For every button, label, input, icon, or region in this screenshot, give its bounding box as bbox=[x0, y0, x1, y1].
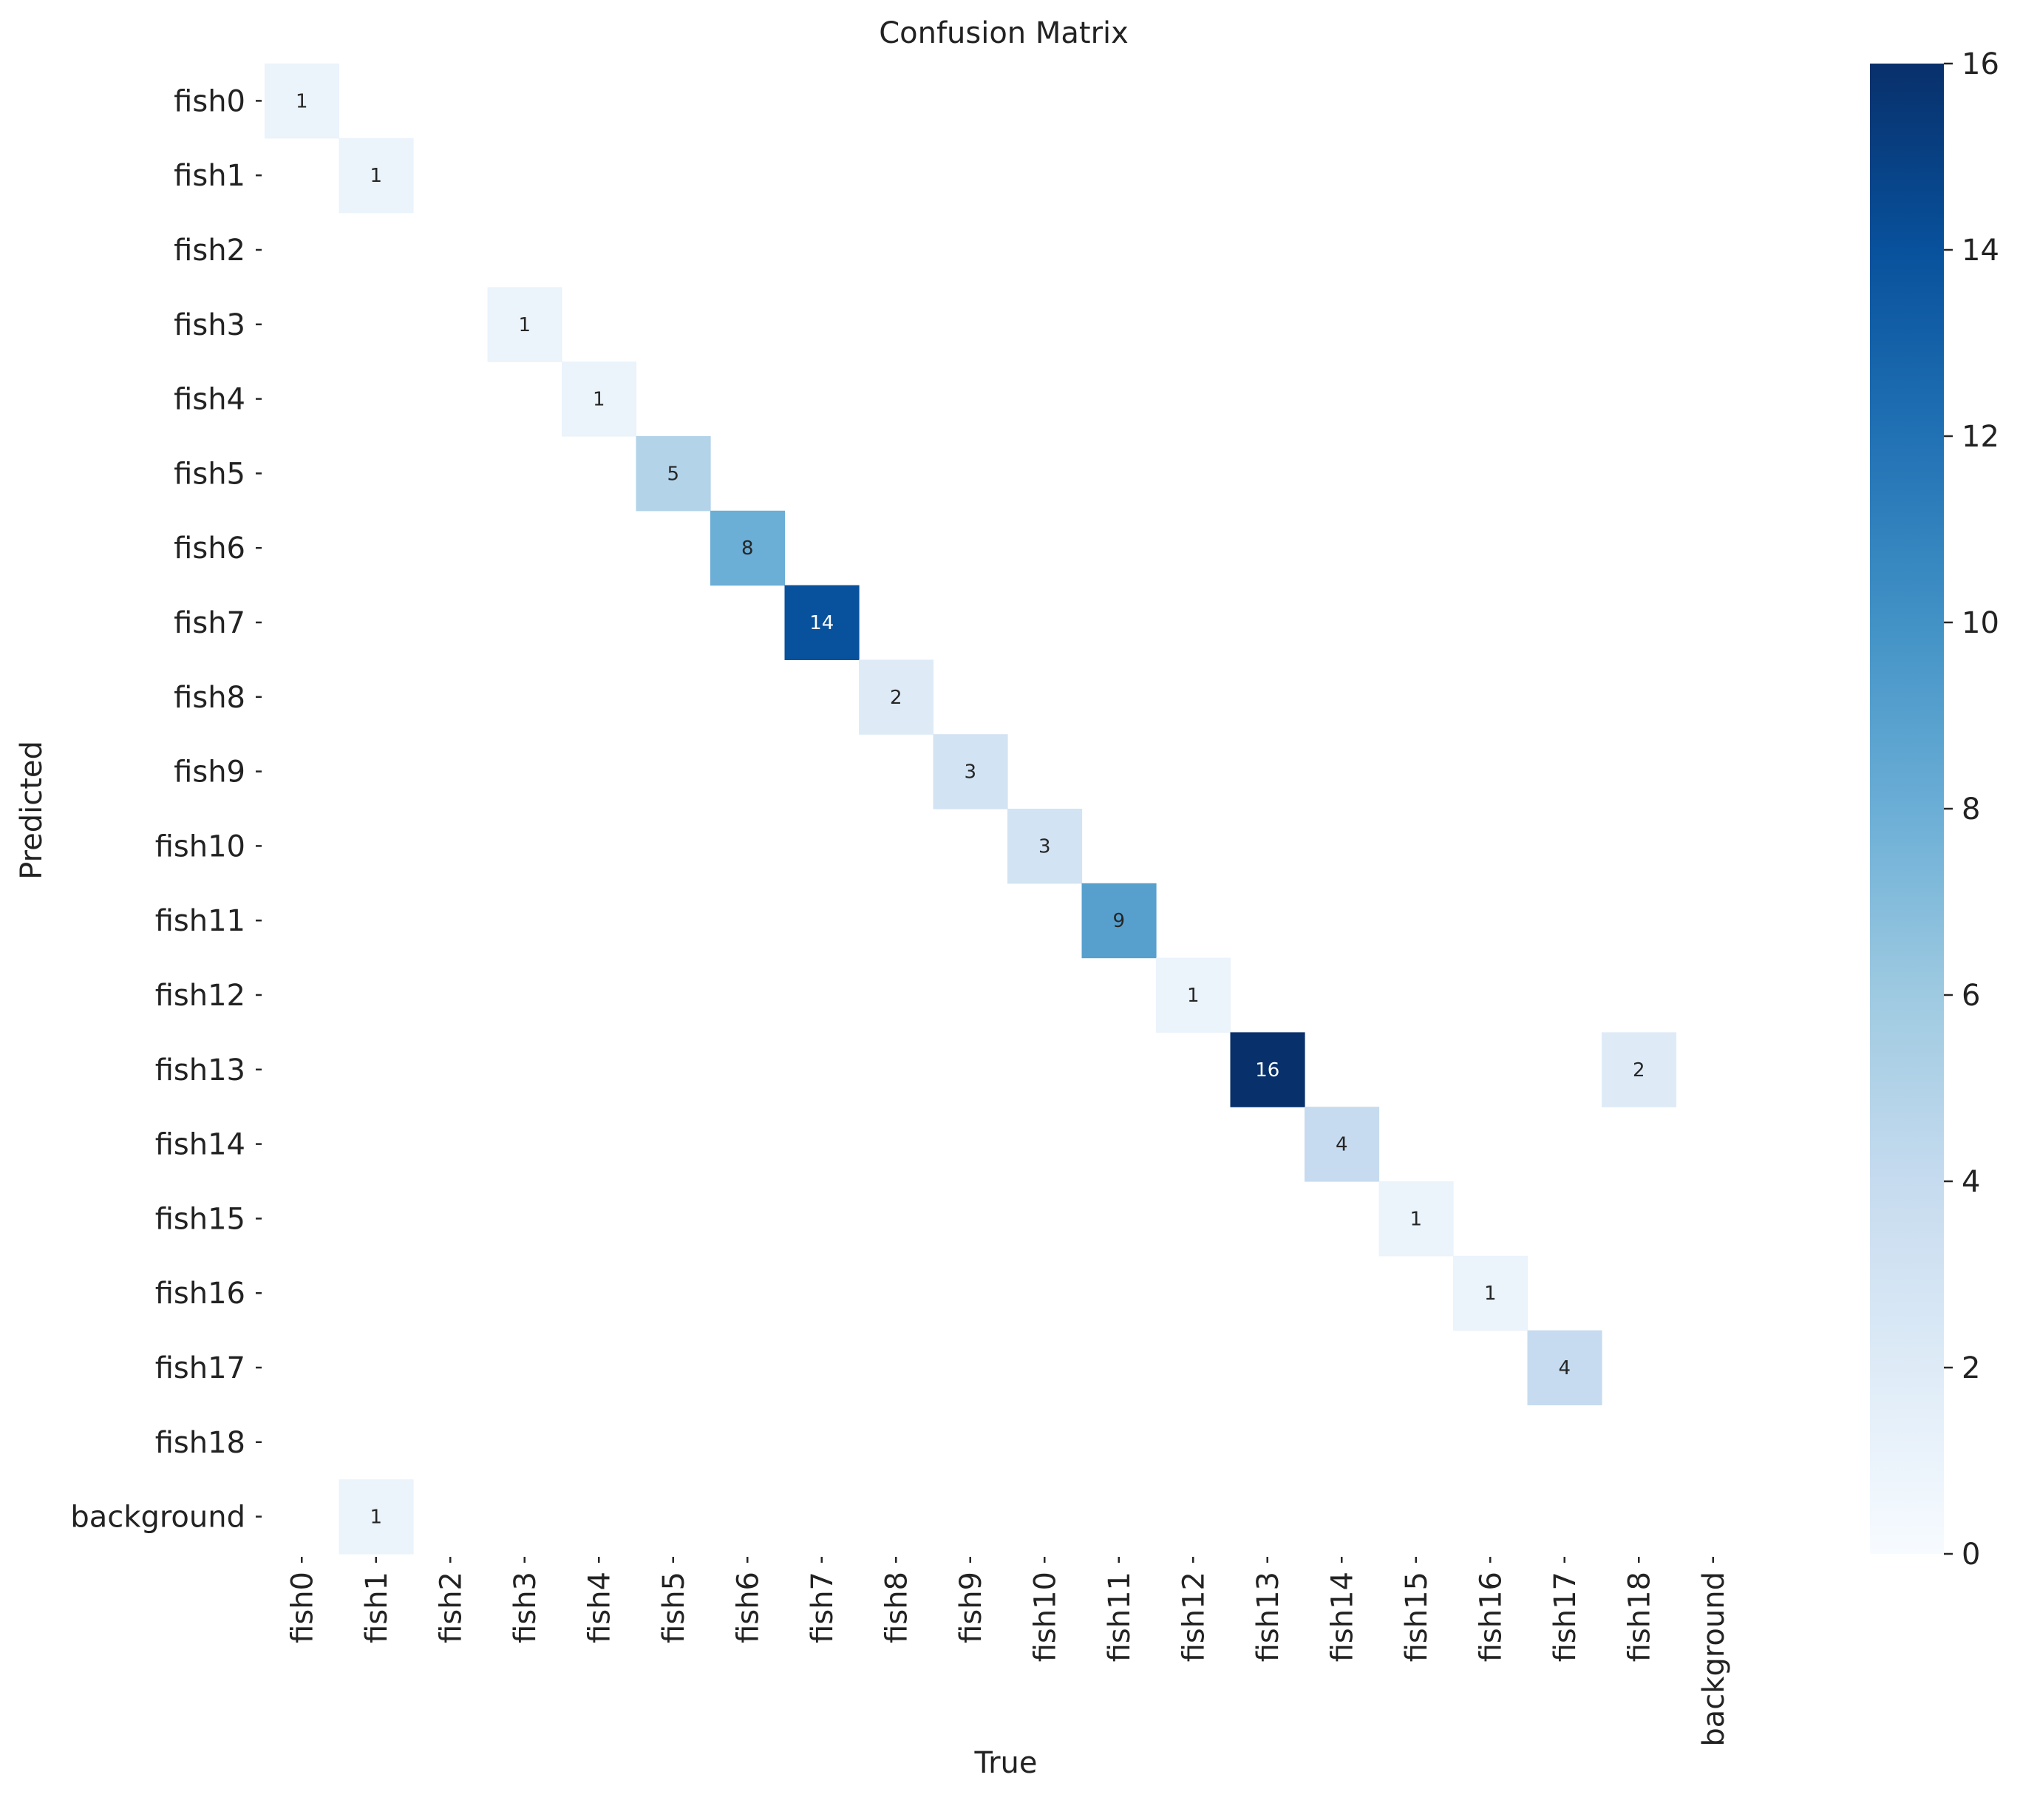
heatmap-cell bbox=[562, 361, 637, 437]
colorbar bbox=[1870, 64, 1944, 1554]
x-tick-label: fish18 bbox=[1622, 1572, 1656, 1662]
y-axis-label: Predicted bbox=[15, 741, 49, 880]
colorbar-tick-label: 10 bbox=[1962, 606, 1999, 640]
y-tick-label: background bbox=[70, 1501, 245, 1535]
x-tick-label: fish14 bbox=[1325, 1572, 1359, 1662]
cell-value-label: 4 bbox=[1558, 1357, 1571, 1379]
x-tick-label: fish6 bbox=[731, 1572, 765, 1643]
heatmap-cells bbox=[265, 64, 1677, 1555]
heatmap-cell bbox=[1602, 1032, 1677, 1107]
heatmap-cell bbox=[636, 436, 711, 512]
x-tick-label: fish11 bbox=[1103, 1572, 1137, 1662]
heatmap-cell bbox=[784, 585, 860, 660]
chart-title: Confusion Matrix bbox=[879, 16, 1129, 50]
y-tick-label: fish17 bbox=[155, 1351, 245, 1385]
heatmap-cell bbox=[1230, 1032, 1305, 1107]
y-tick-label: fish13 bbox=[155, 1053, 245, 1087]
x-tick-label: fish4 bbox=[582, 1572, 616, 1643]
colorbar-tick-label: 8 bbox=[1962, 792, 1980, 826]
x-tick-label: fish7 bbox=[806, 1572, 840, 1643]
x-tick-label: fish3 bbox=[509, 1572, 543, 1643]
heatmap-cell bbox=[1453, 1255, 1528, 1331]
cell-value-label: 14 bbox=[809, 612, 834, 634]
colorbar-tick-label: 12 bbox=[1962, 420, 1999, 454]
heatmap-cell bbox=[859, 659, 934, 735]
x-tick-label: fish8 bbox=[880, 1572, 914, 1643]
y-tick-label: fish9 bbox=[174, 755, 245, 790]
cell-value-label: 1 bbox=[593, 389, 605, 411]
cell-value-label: 2 bbox=[1633, 1059, 1645, 1082]
y-tick-label: fish1 bbox=[174, 159, 245, 193]
y-tick-label: fish2 bbox=[174, 234, 245, 268]
heatmap-cell bbox=[1305, 1107, 1380, 1182]
cell-value-label: 9 bbox=[1112, 910, 1125, 932]
y-tick-label: fish11 bbox=[155, 904, 245, 938]
colorbar-tick-label: 0 bbox=[1962, 1538, 1980, 1572]
heatmap-cell bbox=[339, 137, 414, 214]
cell-value-label: 5 bbox=[667, 463, 679, 485]
colorbar-ticks: 0 2 4 6 8 10 12 14 16 bbox=[1944, 47, 1999, 1572]
heatmap-cell bbox=[1156, 957, 1231, 1033]
cell-value-label: 8 bbox=[741, 537, 754, 560]
cell-value-label: 4 bbox=[1336, 1134, 1348, 1156]
cell-value-label: 16 bbox=[1255, 1059, 1279, 1082]
cell-value-label: 1 bbox=[1409, 1208, 1422, 1230]
x-tick-label: fish0 bbox=[285, 1572, 319, 1643]
heatmap-cell bbox=[1378, 1181, 1454, 1257]
heatmap-cell bbox=[1007, 809, 1083, 884]
y-tick-label: fish4 bbox=[174, 383, 245, 417]
x-tick-label: fish17 bbox=[1548, 1572, 1582, 1662]
colorbar-tick-label: 6 bbox=[1962, 979, 1980, 1013]
cell-value-label: 1 bbox=[370, 165, 382, 187]
colorbar-tick-label: 4 bbox=[1962, 1165, 1980, 1199]
x-axis-label: True bbox=[974, 1746, 1038, 1780]
colorbar-tick-label: 14 bbox=[1962, 234, 1999, 268]
heatmap-cell bbox=[710, 510, 786, 586]
y-tick-label: fish18 bbox=[155, 1426, 245, 1460]
y-tick-label: fish7 bbox=[174, 606, 245, 640]
y-tick-label: fish12 bbox=[155, 979, 245, 1013]
y-tick-label: fish16 bbox=[155, 1277, 245, 1311]
colorbar-tick-label: 2 bbox=[1962, 1351, 1980, 1385]
y-tick-label: fish0 bbox=[174, 84, 245, 118]
cell-value-label: 3 bbox=[1038, 835, 1051, 858]
cell-value-label: 1 bbox=[296, 90, 308, 112]
x-tick-label: fish9 bbox=[954, 1572, 988, 1643]
heatmap-cell bbox=[933, 734, 1008, 809]
x-tick-label: fish12 bbox=[1177, 1572, 1211, 1662]
x-tick-label: fish1 bbox=[360, 1572, 394, 1643]
cell-value-label: 1 bbox=[370, 1507, 382, 1529]
cell-value-label: 3 bbox=[964, 761, 976, 784]
heatmap-cell bbox=[487, 287, 562, 362]
cell-value-label: 1 bbox=[1187, 985, 1200, 1007]
heatmap-cell bbox=[339, 1479, 414, 1555]
heatmap-cell bbox=[265, 64, 340, 139]
x-tick-label: fish13 bbox=[1251, 1572, 1285, 1662]
y-tick-label: fish3 bbox=[174, 308, 245, 342]
y-tick-label: fish10 bbox=[155, 829, 245, 863]
x-tick-label: fish5 bbox=[657, 1572, 691, 1643]
x-tick-label: fish2 bbox=[434, 1572, 468, 1643]
cell-value-label: 1 bbox=[1484, 1283, 1497, 1305]
cell-value-label: 1 bbox=[518, 314, 531, 336]
x-tick-label: fish15 bbox=[1400, 1572, 1434, 1662]
y-tick-label: fish14 bbox=[155, 1128, 245, 1162]
heatmap-cell bbox=[1081, 883, 1157, 959]
y-axis-ticks: fish0 fish1 fish2 fish3 fish4 fish5 fish6 fish7… bbox=[70, 84, 262, 1535]
y-tick-label: fish6 bbox=[174, 532, 245, 566]
y-tick-label: fish15 bbox=[155, 1202, 245, 1236]
y-tick-label: fish8 bbox=[174, 681, 245, 715]
heatmap-cell bbox=[1527, 1330, 1602, 1405]
x-axis-ticks: fish0 fish1 fish2 fish3 fish4 fish5 fish6 fish7… bbox=[285, 1557, 1731, 1747]
x-tick-label: background bbox=[1697, 1572, 1731, 1747]
cell-value-label: 2 bbox=[890, 687, 902, 709]
colorbar-tick-label: 16 bbox=[1962, 47, 1999, 81]
y-tick-label: fish5 bbox=[174, 457, 245, 491]
x-tick-label: fish16 bbox=[1474, 1572, 1508, 1662]
x-tick-label: fish10 bbox=[1028, 1572, 1062, 1662]
